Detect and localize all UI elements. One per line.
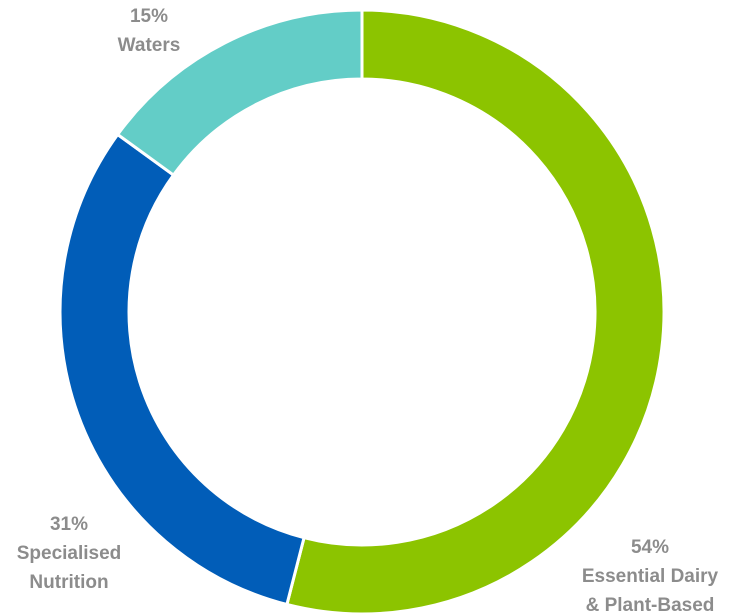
slice-percent-waters: 15% [130,6,168,27]
slice-label-waters: 15% Waters [118,6,181,56]
slice-label-essential-dairy-and-plant-based: 54% Essential Dairy & Plant-Based [582,537,719,616]
slice-label-specialised-nutrition: 31% Specialised Nutrition [17,514,122,593]
slice-name-line-specialised-nutrition: Specialised [17,543,122,564]
slice-waters [116,8,364,177]
donut-labels: 54% Essential Dairy & Plant-Based 31% Specia… [17,6,719,616]
slice-name-line-essential-dairy-and-plant-based: Essential Dairy [582,566,719,587]
slice-name-line-essential-dairy-and-plant-based: & Plant-Based [586,595,715,616]
slice-essential-dairy-and-plant-based [285,8,666,616]
slice-percent-essential-dairy-and-plant-based: 54% [631,537,669,558]
slice-name-line-specialised-nutrition: Nutrition [29,572,108,593]
slice-name-line-waters: Waters [118,35,181,56]
slice-percent-specialised-nutrition: 31% [50,514,88,535]
slice-specialised-nutrition [58,132,306,607]
donut-slices [58,8,666,616]
